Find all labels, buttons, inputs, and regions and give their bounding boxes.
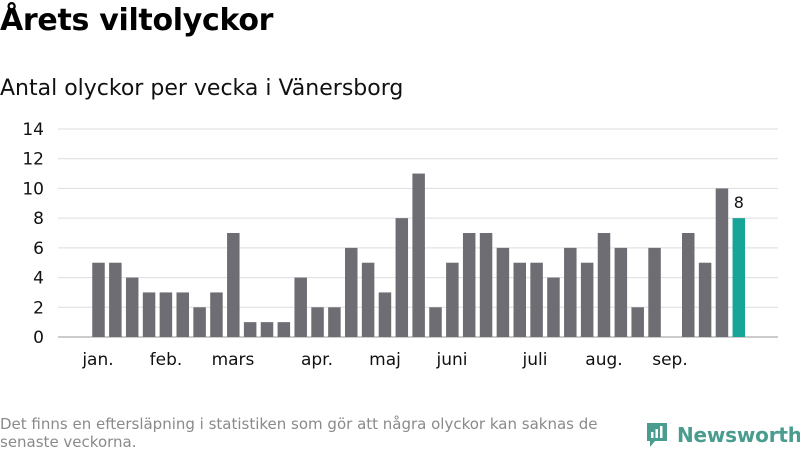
y-tick-label: 0 — [33, 328, 44, 348]
x-tick-label: aug. — [585, 350, 622, 370]
bar — [682, 233, 695, 337]
brand-name: Newsworthy — [677, 423, 800, 447]
x-tick-label: juni — [436, 350, 468, 370]
data-label: 8 — [734, 193, 744, 212]
y-tick-label: 2 — [33, 298, 44, 318]
bar — [698, 262, 712, 337]
bar — [328, 307, 341, 337]
chart-title: Årets viltolyckor — [0, 3, 274, 38]
bar — [210, 292, 223, 337]
bar — [513, 262, 526, 337]
bar-chart-logo-icon — [647, 423, 667, 447]
bar — [446, 262, 459, 337]
bar — [109, 262, 122, 337]
bar — [159, 292, 173, 337]
bar — [92, 262, 105, 337]
x-tick-label: feb. — [150, 350, 183, 370]
x-tick-label: jan. — [81, 350, 113, 370]
y-tick-label: 14 — [22, 120, 44, 140]
bar — [429, 307, 442, 337]
bar — [142, 292, 156, 337]
bar — [715, 188, 729, 337]
x-tick-label: maj — [369, 350, 401, 370]
bar — [648, 247, 661, 337]
bar — [564, 247, 577, 337]
bar — [547, 277, 560, 337]
y-tick-label: 8 — [33, 209, 44, 229]
bar — [277, 322, 291, 337]
footnote: Det finns en eftersläpning i statistiken… — [0, 415, 598, 451]
bar — [243, 322, 257, 337]
bar — [311, 307, 324, 337]
bar — [614, 247, 628, 337]
y-tick-label: 6 — [33, 239, 44, 259]
bar — [125, 277, 139, 337]
y-tick-label: 4 — [33, 269, 44, 289]
bar-highlight — [732, 218, 746, 337]
bar — [412, 173, 425, 337]
x-tick-label: sep. — [652, 350, 688, 370]
bar-chart: 0 2 4 6 8 10 12 14 8 jan. feb. mars apr. maj juni juli a… — [22, 120, 778, 370]
bar — [361, 262, 375, 337]
bar — [260, 322, 274, 337]
chart-subtitle: Antal olyckor per vecka i Vänersborg — [0, 76, 404, 101]
bar — [193, 307, 206, 337]
bar — [462, 233, 476, 337]
x-tick-label: mars — [212, 350, 255, 370]
x-tick-label: apr. — [301, 350, 333, 370]
bar — [227, 233, 240, 337]
bar — [580, 262, 594, 337]
bar — [631, 307, 644, 337]
bar — [530, 262, 543, 337]
x-tick-label: juli — [522, 350, 548, 370]
bar — [176, 292, 189, 337]
bar — [378, 292, 392, 337]
bar — [294, 277, 307, 337]
bar — [479, 233, 493, 337]
brand-logo: Newsworthy — [645, 420, 800, 450]
bar — [345, 247, 358, 337]
y-tick-label: 12 — [22, 150, 44, 170]
y-tick-label: 10 — [22, 179, 44, 199]
bar — [395, 218, 409, 337]
bar — [597, 233, 611, 337]
bar — [496, 247, 510, 337]
